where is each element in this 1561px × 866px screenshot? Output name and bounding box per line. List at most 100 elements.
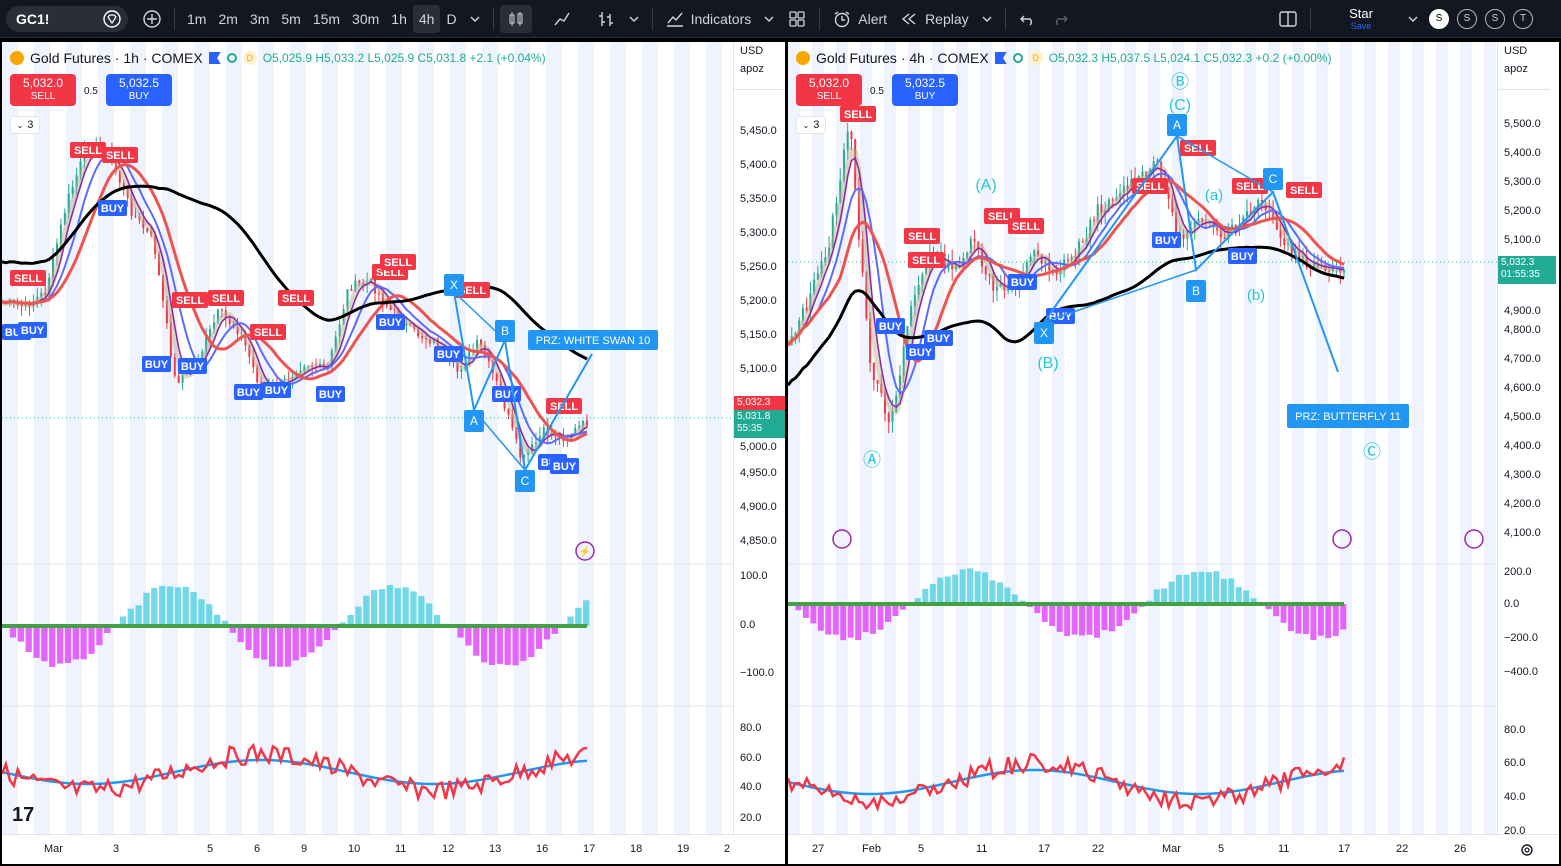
- indicators-dropdown[interactable]: [757, 5, 781, 33]
- badge-s1[interactable]: S: [1429, 8, 1449, 29]
- price-tick: 5,000.0: [740, 441, 777, 453]
- flag-icon[interactable]: [994, 52, 1007, 64]
- time-label: 11: [1278, 843, 1290, 855]
- interval-1h[interactable]: 1h: [391, 10, 407, 27]
- oscillator-bar: [25, 626, 32, 653]
- replay-button[interactable]: Replay: [893, 5, 975, 33]
- market-status-icon: [226, 53, 237, 63]
- sell-signal-tag-bg: [908, 252, 944, 268]
- candle-body: [884, 392, 887, 414]
- oscillator-bar: [929, 584, 936, 604]
- symbol-search-button[interactable]: GC1!: [6, 5, 128, 32]
- add-symbol-button[interactable]: [136, 5, 168, 33]
- buy-signal-tag-bg: [316, 386, 345, 402]
- oscillator-bar: [496, 626, 503, 664]
- right-currency-select[interactable]: USD: [1504, 45, 1528, 57]
- left-chart-canvas[interactable]: SELL SELL SELL SELL SELL SELL SELL SELL SELL SELL…: [2, 42, 733, 834]
- replay-dropdown[interactable]: [975, 5, 999, 33]
- layout-name-button[interactable]: Star Save: [1331, 6, 1391, 31]
- left-sell-label: SELL: [30, 91, 56, 102]
- left-time-axis[interactable]: Mar 3 5 6 9 10 11 12 13 16 17 18 19 2: [2, 834, 785, 864]
- chart-type-alt-button[interactable]: [546, 5, 578, 33]
- candle-body: [118, 171, 121, 183]
- undo-button[interactable]: [1012, 5, 1044, 33]
- candle-body: [283, 378, 286, 380]
- redo-button[interactable]: [1044, 5, 1076, 33]
- toolbar-separator: [174, 7, 175, 30]
- candle-body: [984, 266, 987, 275]
- left-buy-button[interactable]: 5,032.5 BUY: [106, 74, 172, 106]
- oscillator-bar: [151, 587, 158, 626]
- tradingview-logo[interactable]: 17: [12, 804, 35, 826]
- right-last-price-green-value: 5,032.3: [1501, 257, 1535, 268]
- candle-body: [291, 377, 294, 381]
- buy-signal-tag: BUY: [1152, 232, 1181, 248]
- left-chart-pane[interactable]: SELL SELL SELL SELL SELL SELL SELL SELL SELL SELL…: [2, 42, 785, 864]
- right-price-axis[interactable]: USD apoz 5,500.0 5,400.0 5,300.0 5,200.0 5,1…: [1497, 42, 1559, 864]
- candle-body: [52, 255, 55, 278]
- indicators-button[interactable]: Indicators: [659, 5, 758, 33]
- buy-signal-tag: BUY: [376, 314, 405, 330]
- interval-30m[interactable]: 30m: [352, 10, 380, 27]
- candle-body: [534, 442, 537, 445]
- chart-type-dropdown[interactable]: [622, 5, 646, 33]
- right-scale-mode[interactable]: apoz: [1504, 63, 1528, 75]
- interval-dropdown[interactable]: [463, 5, 487, 33]
- flag-icon[interactable]: [208, 52, 221, 64]
- right-buy-button[interactable]: 5,032.5 BUY: [892, 74, 958, 106]
- interval-3m[interactable]: 3m: [249, 10, 270, 27]
- right-chart-pane[interactable]: SELL SELL SELL SELL SELL SELL SELL SELL SELL BUY B…: [788, 42, 1559, 864]
- interval-15m[interactable]: 15m: [312, 10, 341, 27]
- badge-t[interactable]: T: [1513, 8, 1533, 29]
- oscillator-bar: [1295, 604, 1302, 634]
- left-price-axis[interactable]: USD apoz 5,450.0 5,400.0 5,350.0 5,300.0 5,2…: [733, 42, 785, 864]
- session-stripe: [1052, 42, 1064, 834]
- badge-s2[interactable]: S: [1457, 8, 1477, 29]
- chevron-down-icon: [470, 16, 480, 22]
- right-title[interactable]: Gold Futures · 4h · COMEX: [816, 50, 989, 66]
- left-currency-select[interactable]: USD: [740, 45, 764, 57]
- left-spread: 0.5: [84, 86, 98, 97]
- badge-s3[interactable]: S: [1485, 8, 1505, 29]
- left-scale-mode[interactable]: apoz: [740, 63, 764, 75]
- left-indicators-collapse[interactable]: ⌄ 3: [10, 116, 40, 134]
- interval-1m[interactable]: 1m: [187, 10, 207, 27]
- layouts-button[interactable]: [781, 5, 813, 33]
- interval-2m[interactable]: 2m: [218, 10, 238, 27]
- candle-body: [201, 351, 204, 362]
- rsi-tick: 80.0: [740, 722, 762, 734]
- candle-body: [1227, 229, 1230, 239]
- right-indicators-collapse[interactable]: ⌄ 3: [796, 116, 826, 134]
- buy-signal-tag: BUY: [98, 200, 127, 216]
- candle-body: [1324, 264, 1327, 271]
- layout-dropdown[interactable]: [1401, 5, 1425, 33]
- left-sell-button[interactable]: 5,032.0 SELL: [10, 74, 76, 106]
- interval-d[interactable]: D: [446, 10, 457, 27]
- alert-button[interactable]: Alert: [826, 5, 893, 33]
- buy-signal-tag-bg: [178, 358, 207, 374]
- panel-layout-button[interactable]: [1272, 5, 1304, 33]
- oscillator-bar: [1213, 571, 1220, 604]
- right-legend: Gold Futures · 4h · COMEX D O5,032.3 H5,…: [796, 50, 1332, 66]
- lightning-icon-glyph: ⚡: [579, 545, 591, 558]
- bar-chart-type-button[interactable]: [590, 5, 622, 33]
- settings-gear-icon[interactable]: [1519, 842, 1535, 858]
- buy-signal-tag: BUY: [550, 458, 579, 474]
- candle-body: [350, 289, 353, 291]
- candle-body: [55, 243, 58, 256]
- left-title[interactable]: Gold Futures · 1h · COMEX: [30, 50, 203, 66]
- session-stripe: [578, 42, 594, 834]
- oscillator-bar: [261, 626, 268, 660]
- right-time-axis[interactable]: 27 Feb 5 11 17 22 Mar 5 11 17 22 26: [788, 834, 1559, 864]
- sell-signal-tag: SELL: [208, 290, 244, 306]
- right-sell-button[interactable]: 5,032.0 SELL: [796, 74, 862, 106]
- interval-5m[interactable]: 5m: [281, 10, 301, 27]
- oscillator-bar: [1071, 604, 1078, 635]
- session-stripe: [290, 42, 306, 834]
- pattern-point-x-bg: [444, 274, 464, 296]
- interval-4h[interactable]: 4h: [412, 4, 441, 33]
- chart-type-candles-button[interactable]: [499, 4, 532, 33]
- time-label: 26: [1454, 843, 1467, 855]
- session-stripe: [194, 42, 210, 834]
